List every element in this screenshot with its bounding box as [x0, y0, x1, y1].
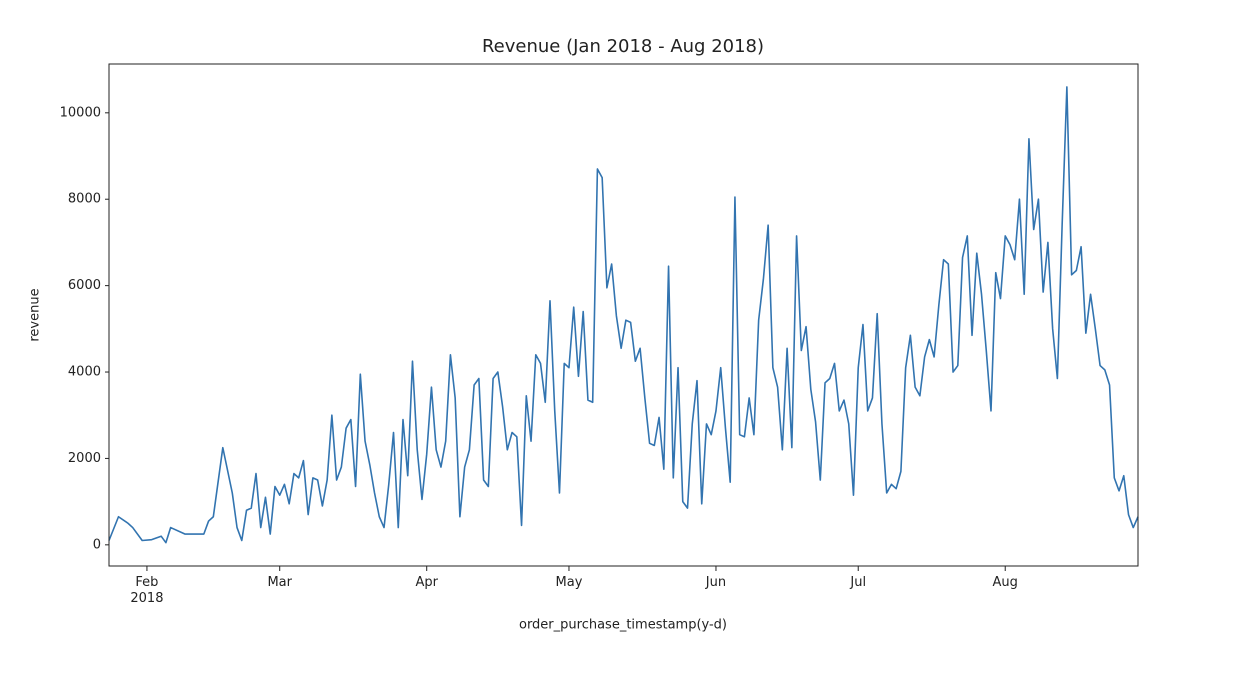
x-tick-label: May [555, 575, 583, 590]
chart-title: Revenue (Jan 2018 - Aug 2018) [482, 36, 764, 57]
y-axis-label: revenue [28, 288, 43, 341]
y-tick-label: 8000 [68, 192, 101, 207]
x-tick-label: Feb 2018 [130, 575, 164, 606]
y-tick-label: 2000 [68, 451, 101, 466]
x-axis-label: order_purchase_timestamp(y-d) [519, 618, 727, 633]
y-tick-label: 10000 [60, 105, 101, 120]
y-tick-label: 4000 [68, 365, 101, 380]
x-tick-label: Aug [992, 575, 1018, 590]
y-tick-label: 0 [93, 537, 101, 552]
x-tick-label: Apr [415, 575, 438, 590]
x-tick-label: Mar [267, 575, 292, 590]
x-tick-label: Jul [850, 575, 867, 590]
x-tick-label: Jun [705, 575, 727, 590]
data-line [108, 86, 1139, 544]
axes-frame [108, 63, 1139, 567]
y-tick-label: 6000 [68, 278, 101, 293]
